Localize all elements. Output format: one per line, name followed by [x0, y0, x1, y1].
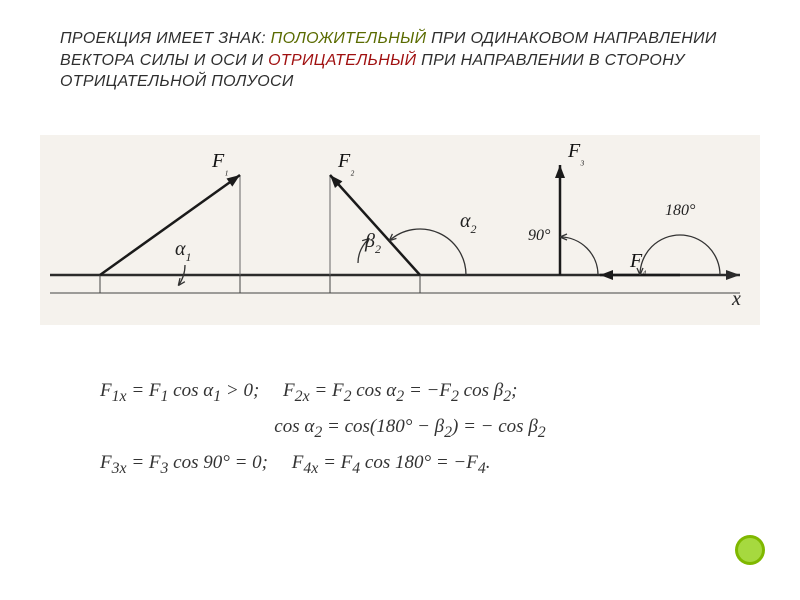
svg-text:180°: 180°: [665, 202, 696, 219]
slide-title: ПРОЕКЦИЯ ИМЕЕТ ЗНАК: ПОЛОЖИТЕЛЬНЫЙ ПРИ О…: [60, 28, 740, 93]
svg-text:x: x: [731, 288, 741, 310]
slide: ПРОЕКЦИЯ ИМЕЕТ ЗНАК: ПОЛОЖИТЕЛЬНЫЙ ПРИ О…: [0, 0, 800, 600]
diagram-svg: xF₁α1F₂β2α2F₃90°F₄180°: [40, 135, 760, 335]
svg-text:90°: 90°: [528, 227, 551, 244]
formula-line: F3x = F3 cos 90° = 0; F4x = F4 cos 180° …: [100, 452, 720, 478]
formula-block: F1x = F1 cos α1 > 0; F2x = F2 cos α2 = −…: [100, 370, 720, 487]
formula-line: F1x = F1 cos α1 > 0; F2x = F2 cos α2 = −…: [100, 380, 720, 406]
formula-line: cos α2 = cos(180° − β2) = − cos β2: [100, 416, 720, 442]
projection-diagram: xF₁α1F₂β2α2F₃90°F₄180°: [40, 135, 760, 335]
accent-dot: [735, 535, 765, 565]
